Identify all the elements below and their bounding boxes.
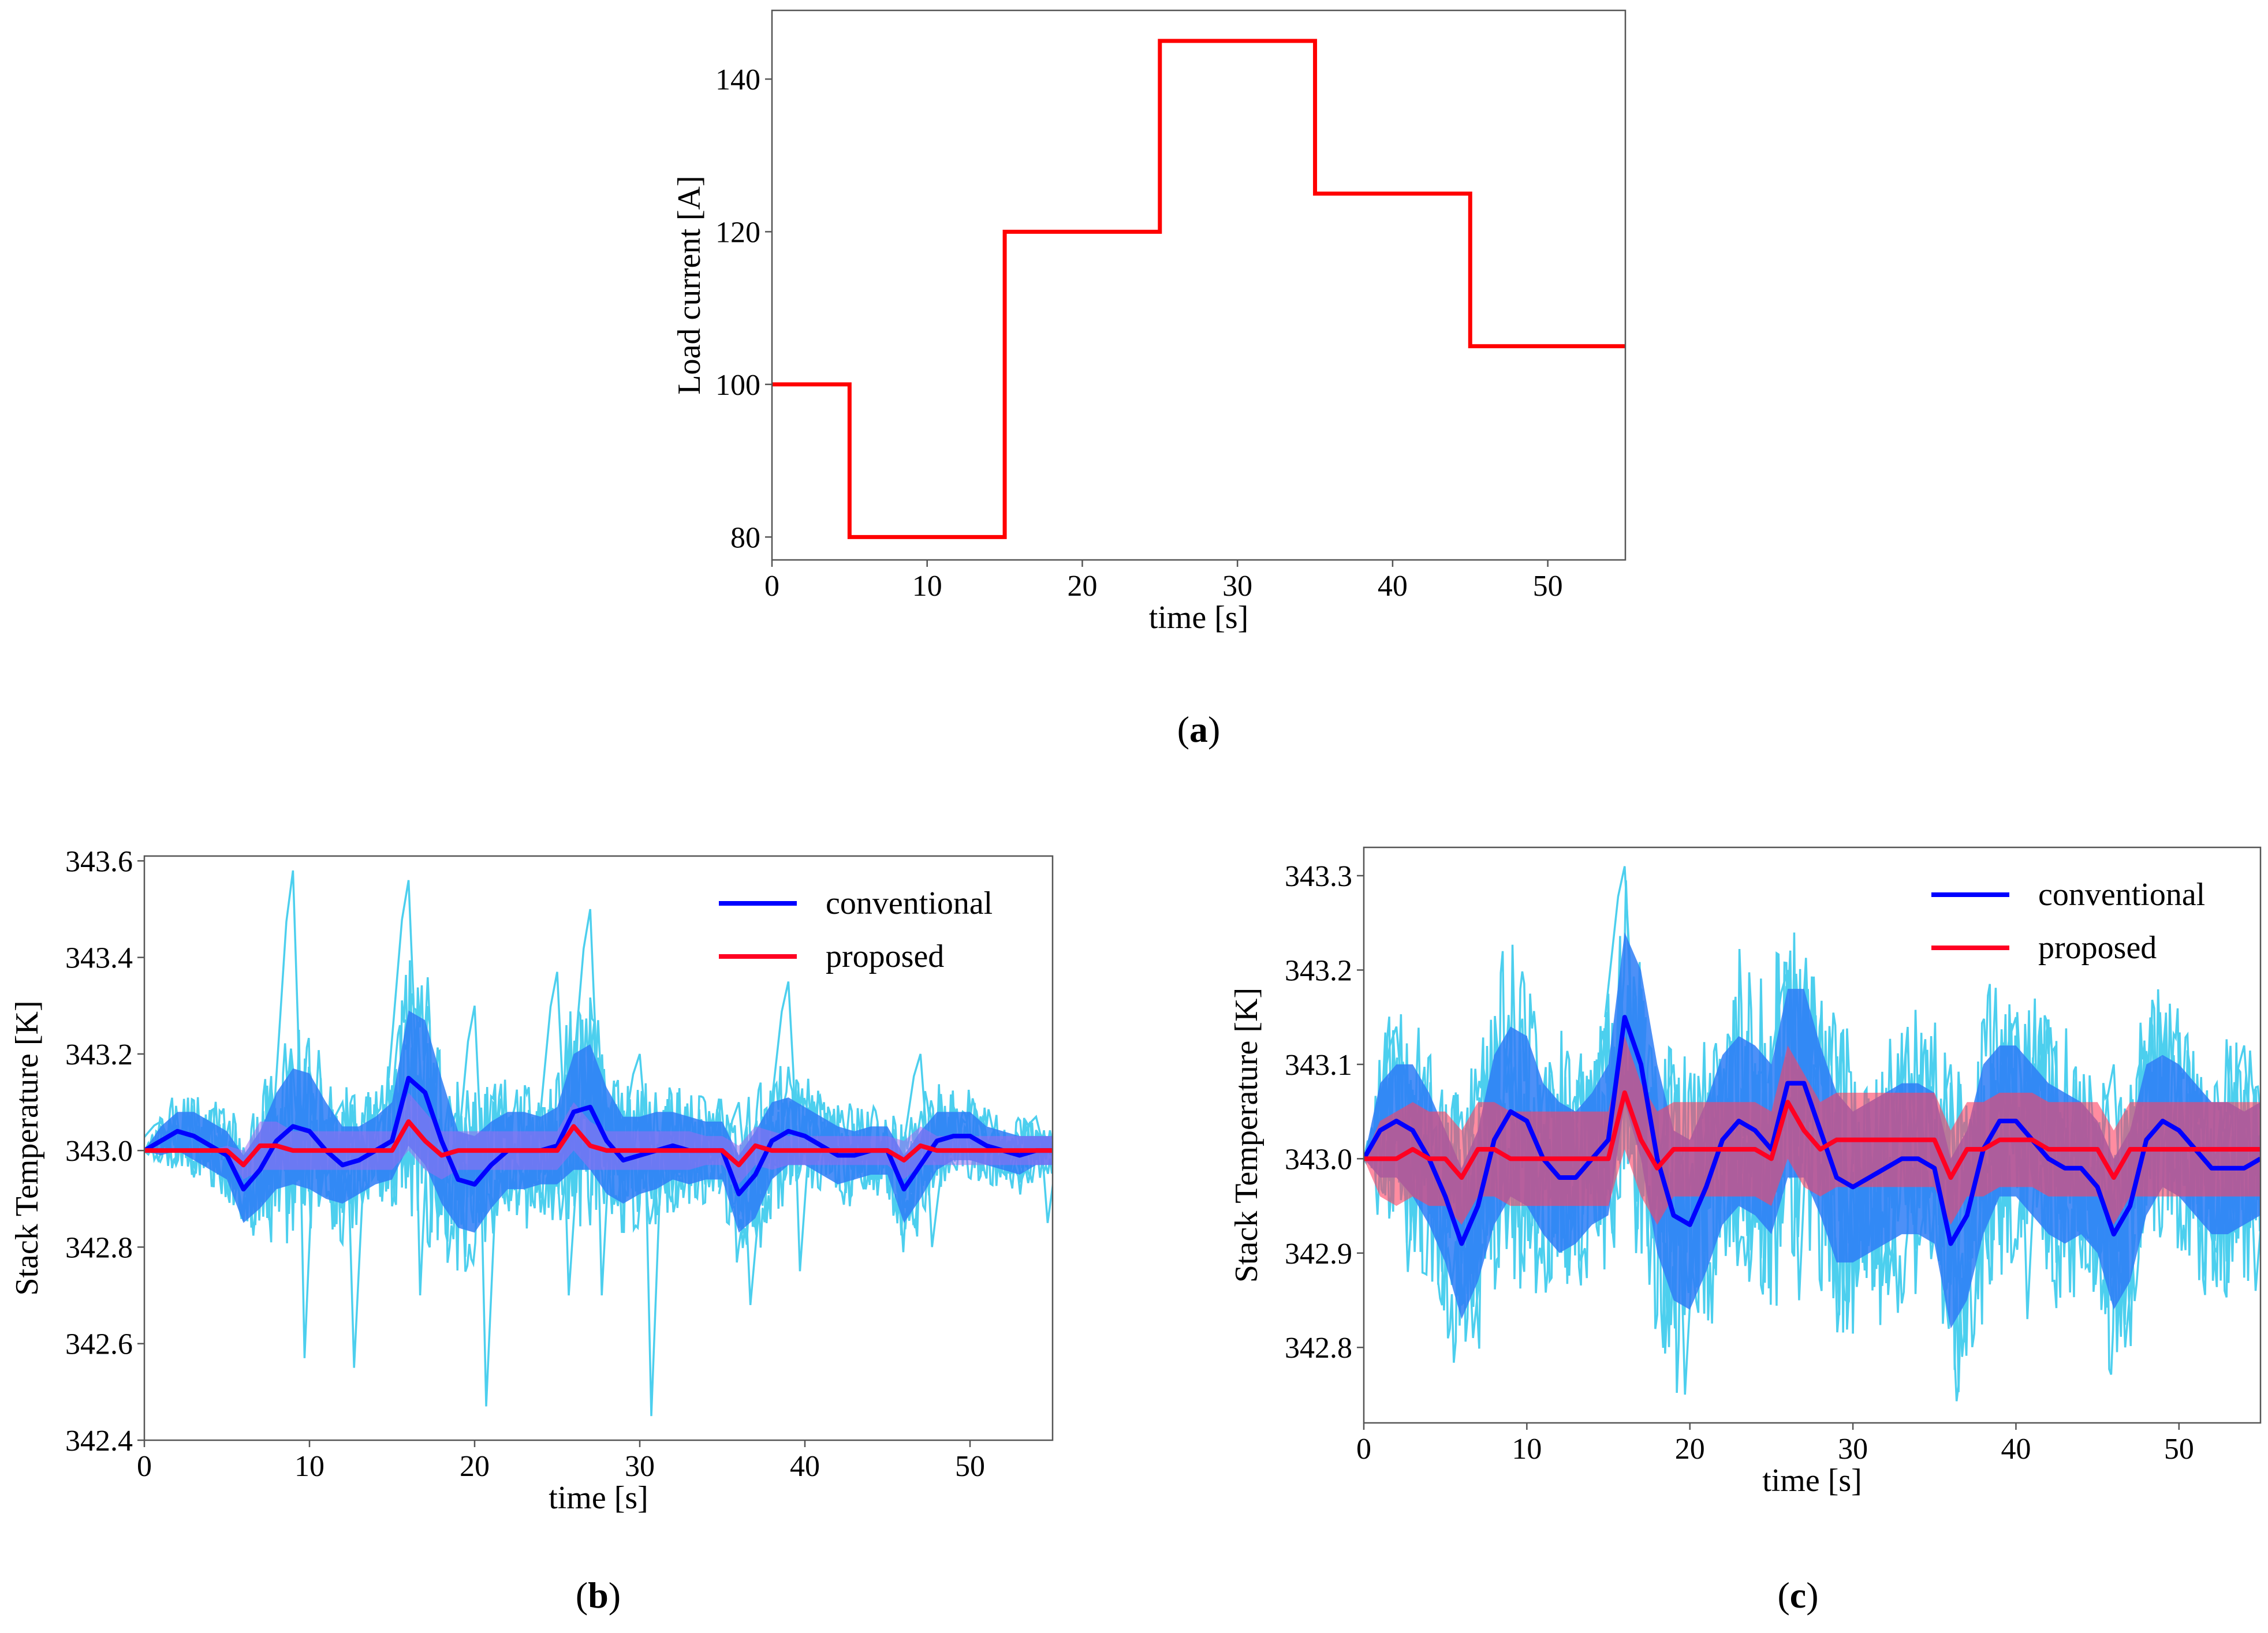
- panel-label-open: (: [576, 1575, 588, 1616]
- x-tick-label: 40: [1378, 570, 1408, 603]
- conventional-trace-peak: [900, 1053, 943, 1247]
- plot-area: [144, 870, 1053, 1417]
- legend-label-proposed: proposed: [826, 939, 944, 974]
- x-tick-label: 30: [1838, 1433, 1868, 1466]
- axes-frame: [1363, 846, 2262, 1424]
- y-axis-label: Stack Temperature [K]: [9, 1000, 45, 1295]
- panel-label-open: (: [1777, 1575, 1789, 1616]
- proposed-band: [1364, 1036, 2260, 1225]
- conventional-trace-peak: [569, 909, 613, 1296]
- conventional-trace-peak: [618, 1053, 662, 1417]
- conventional-trace-peak: [718, 1101, 762, 1305]
- y-tick-label: 140: [715, 63, 760, 96]
- x-tick-label: 40: [790, 1450, 820, 1483]
- y-tick-label: 100: [715, 369, 760, 402]
- x-tick-label: 20: [1067, 570, 1097, 603]
- legend-label-conventional: conventional: [826, 885, 993, 921]
- conventional-trace-peak: [387, 880, 431, 1296]
- y-tick-label: 342.8: [65, 1231, 133, 1264]
- panel-label-letter: b: [588, 1575, 609, 1616]
- x-tick-label: 10: [912, 570, 942, 603]
- x-tick-label: 30: [625, 1450, 655, 1483]
- x-tick-label: 30: [1222, 570, 1252, 603]
- y-tick-label: 343.4: [65, 942, 133, 975]
- legend-label-proposed: proposed: [2038, 930, 2157, 966]
- x-tick-label: 50: [2164, 1433, 2194, 1466]
- x-tick-label: 40: [2001, 1433, 2031, 1466]
- chart-c: 0 10 20 30 40 50 342.8 342.9 343.0 343.1 343.2 343.…: [1229, 846, 2262, 1616]
- series-line-proposed: [1364, 1090, 2260, 1180]
- y-tick-label: 343.3: [1285, 860, 1352, 893]
- x-tick-label: 50: [1533, 570, 1563, 603]
- axes-frame: [143, 855, 1054, 1441]
- x-tick-label: 0: [764, 570, 779, 603]
- x-tick-label: 20: [460, 1450, 490, 1483]
- y-tick-label: 343.1: [1285, 1049, 1352, 1082]
- plot-area: [1364, 866, 2260, 1402]
- panel-label: (a): [1177, 709, 1221, 750]
- y-tick-label: 342.8: [1285, 1332, 1352, 1365]
- panel-label-close: ): [1806, 1575, 1818, 1616]
- panel-label: (c): [1777, 1575, 1818, 1616]
- proposed-band: [144, 1092, 1053, 1184]
- series-line-conventional: [1364, 1015, 2260, 1246]
- series-line-proposed: [144, 1119, 1053, 1168]
- conventional-trace-peak: [1015, 1115, 1053, 1223]
- y-tick-label: 342.6: [65, 1328, 133, 1361]
- y-tick-label: 343.0: [65, 1135, 133, 1168]
- y-tick-label: 343.6: [65, 845, 133, 878]
- panel-label-close: ): [1208, 709, 1220, 750]
- conventional-trace-peak: [272, 870, 316, 1358]
- y-tick-label: 342.4: [65, 1425, 133, 1458]
- legend-label-conventional: conventional: [2038, 877, 2205, 913]
- conventional-trace-peak: [536, 971, 580, 1296]
- panel-label-open: (: [1177, 709, 1189, 750]
- series-line-conventional: [144, 1075, 1053, 1197]
- conventional-trace-peak: [1375, 1026, 1419, 1272]
- x-tick-label: 0: [1356, 1433, 1371, 1466]
- x-tick-label: 50: [955, 1450, 985, 1483]
- panel-label-letter: c: [1790, 1575, 1806, 1616]
- y-tick-label: 343.2: [65, 1038, 133, 1071]
- y-tick-label: 342.9: [1285, 1238, 1352, 1270]
- conventional-trace-peak: [1604, 866, 1647, 1253]
- plot-area: [772, 39, 1625, 539]
- x-tick-label: 0: [137, 1450, 152, 1483]
- chart-b: 0 10 20 30 40 50 342.4 342.6 342.8 343.0 343.2 343.…: [9, 845, 1054, 1616]
- y-axis-label: Load current [A]: [672, 175, 707, 394]
- axes-frame: [771, 9, 1627, 561]
- conventional-trace-peak: [453, 1005, 497, 1407]
- series-line-load-current: [772, 39, 1625, 539]
- y-tick-label: 80: [730, 521, 760, 554]
- x-tick-label: 20: [1675, 1433, 1705, 1466]
- panel-label-close: ): [609, 1575, 621, 1616]
- y-tick-label: 120: [715, 216, 760, 249]
- x-tick-label: 10: [294, 1450, 324, 1483]
- chart-a: 0 10 20 30 40 50 80 100 120 140 time [s] Load curre…: [672, 9, 1627, 750]
- y-tick-label: 343.0: [1285, 1143, 1352, 1176]
- y-tick-label: 343.2: [1285, 954, 1352, 987]
- conventional-trace-peak: [767, 981, 811, 1272]
- x-axis-label: time [s]: [1762, 1463, 1862, 1499]
- conventional-trace-peak: [2224, 1045, 2260, 1291]
- x-axis-label: time [s]: [1149, 600, 1249, 636]
- panel-label: (b): [576, 1575, 621, 1616]
- panel-label-letter: a: [1189, 709, 1208, 750]
- y-axis-label: Stack Temperature [K]: [1229, 988, 1264, 1283]
- x-axis-label: time [s]: [549, 1480, 648, 1516]
- x-tick-label: 10: [1512, 1433, 1542, 1466]
